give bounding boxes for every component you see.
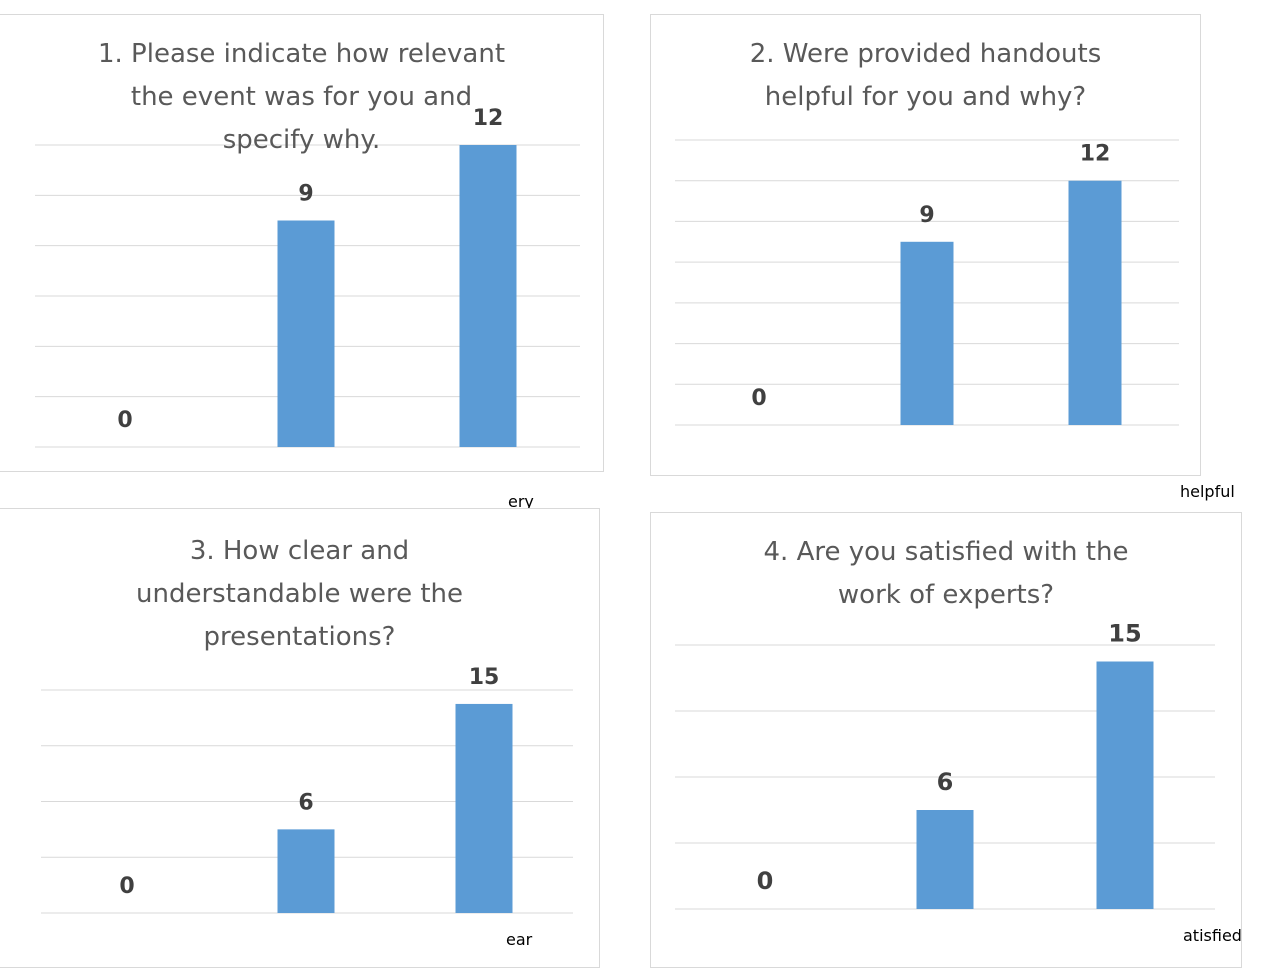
data-label: 6: [937, 768, 954, 796]
chart-4-category-fragment: atisfied: [1183, 926, 1242, 945]
bar: [277, 829, 335, 913]
chart-4-plot: 0 6 15: [675, 620, 1215, 910]
data-label: 9: [919, 203, 934, 228]
data-label: 0: [119, 874, 134, 899]
bar: [277, 220, 335, 447]
data-label: 12: [473, 106, 504, 131]
chart-panel-2: 0 9 12 2. Were provided handouts helpful f…: [650, 14, 1201, 476]
chart-panel-3: 0 6 15 3. How clear and understandable wer…: [0, 508, 600, 968]
chart-panel-4: 0 6 15 4. Are you satisfied with the work …: [650, 512, 1242, 968]
chart-1-plot: 0 9 12: [35, 106, 580, 448]
data-label: 0: [757, 867, 774, 895]
chart-3-title: 3. How clear and understandable were the…: [135, 536, 464, 652]
bar: [900, 241, 954, 425]
data-label: 9: [298, 182, 313, 207]
chart-1-category-fragment: ery: [508, 492, 534, 511]
bar: [459, 145, 517, 447]
chart-1-title: 1. Please indicate how relevant the even…: [97, 39, 506, 155]
data-label: 0: [751, 386, 766, 411]
chart-panel-1: 0 9 12 1. Please indicate how relevant the…: [0, 14, 604, 472]
data-label: 12: [1080, 142, 1111, 167]
chart-2-title: 2. Were provided handouts helpful for yo…: [749, 39, 1102, 112]
bar: [1096, 661, 1154, 909]
chart-3-plot: 0 6 15: [41, 665, 573, 914]
bar: [455, 703, 513, 913]
chart-2-plot: 0 9 12: [675, 139, 1179, 426]
bar: [916, 810, 974, 909]
data-label: 15: [1108, 620, 1141, 648]
data-label: 0: [117, 408, 132, 433]
data-label: 15: [469, 665, 500, 690]
chart-4-title: 4. Are you satisfied with the work of ex…: [763, 537, 1129, 610]
chart-3-category-fragment: ear: [506, 930, 533, 949]
chart-2-category-fragment: helpful: [1180, 482, 1235, 501]
data-label: 6: [298, 790, 313, 815]
bar: [1068, 180, 1122, 425]
